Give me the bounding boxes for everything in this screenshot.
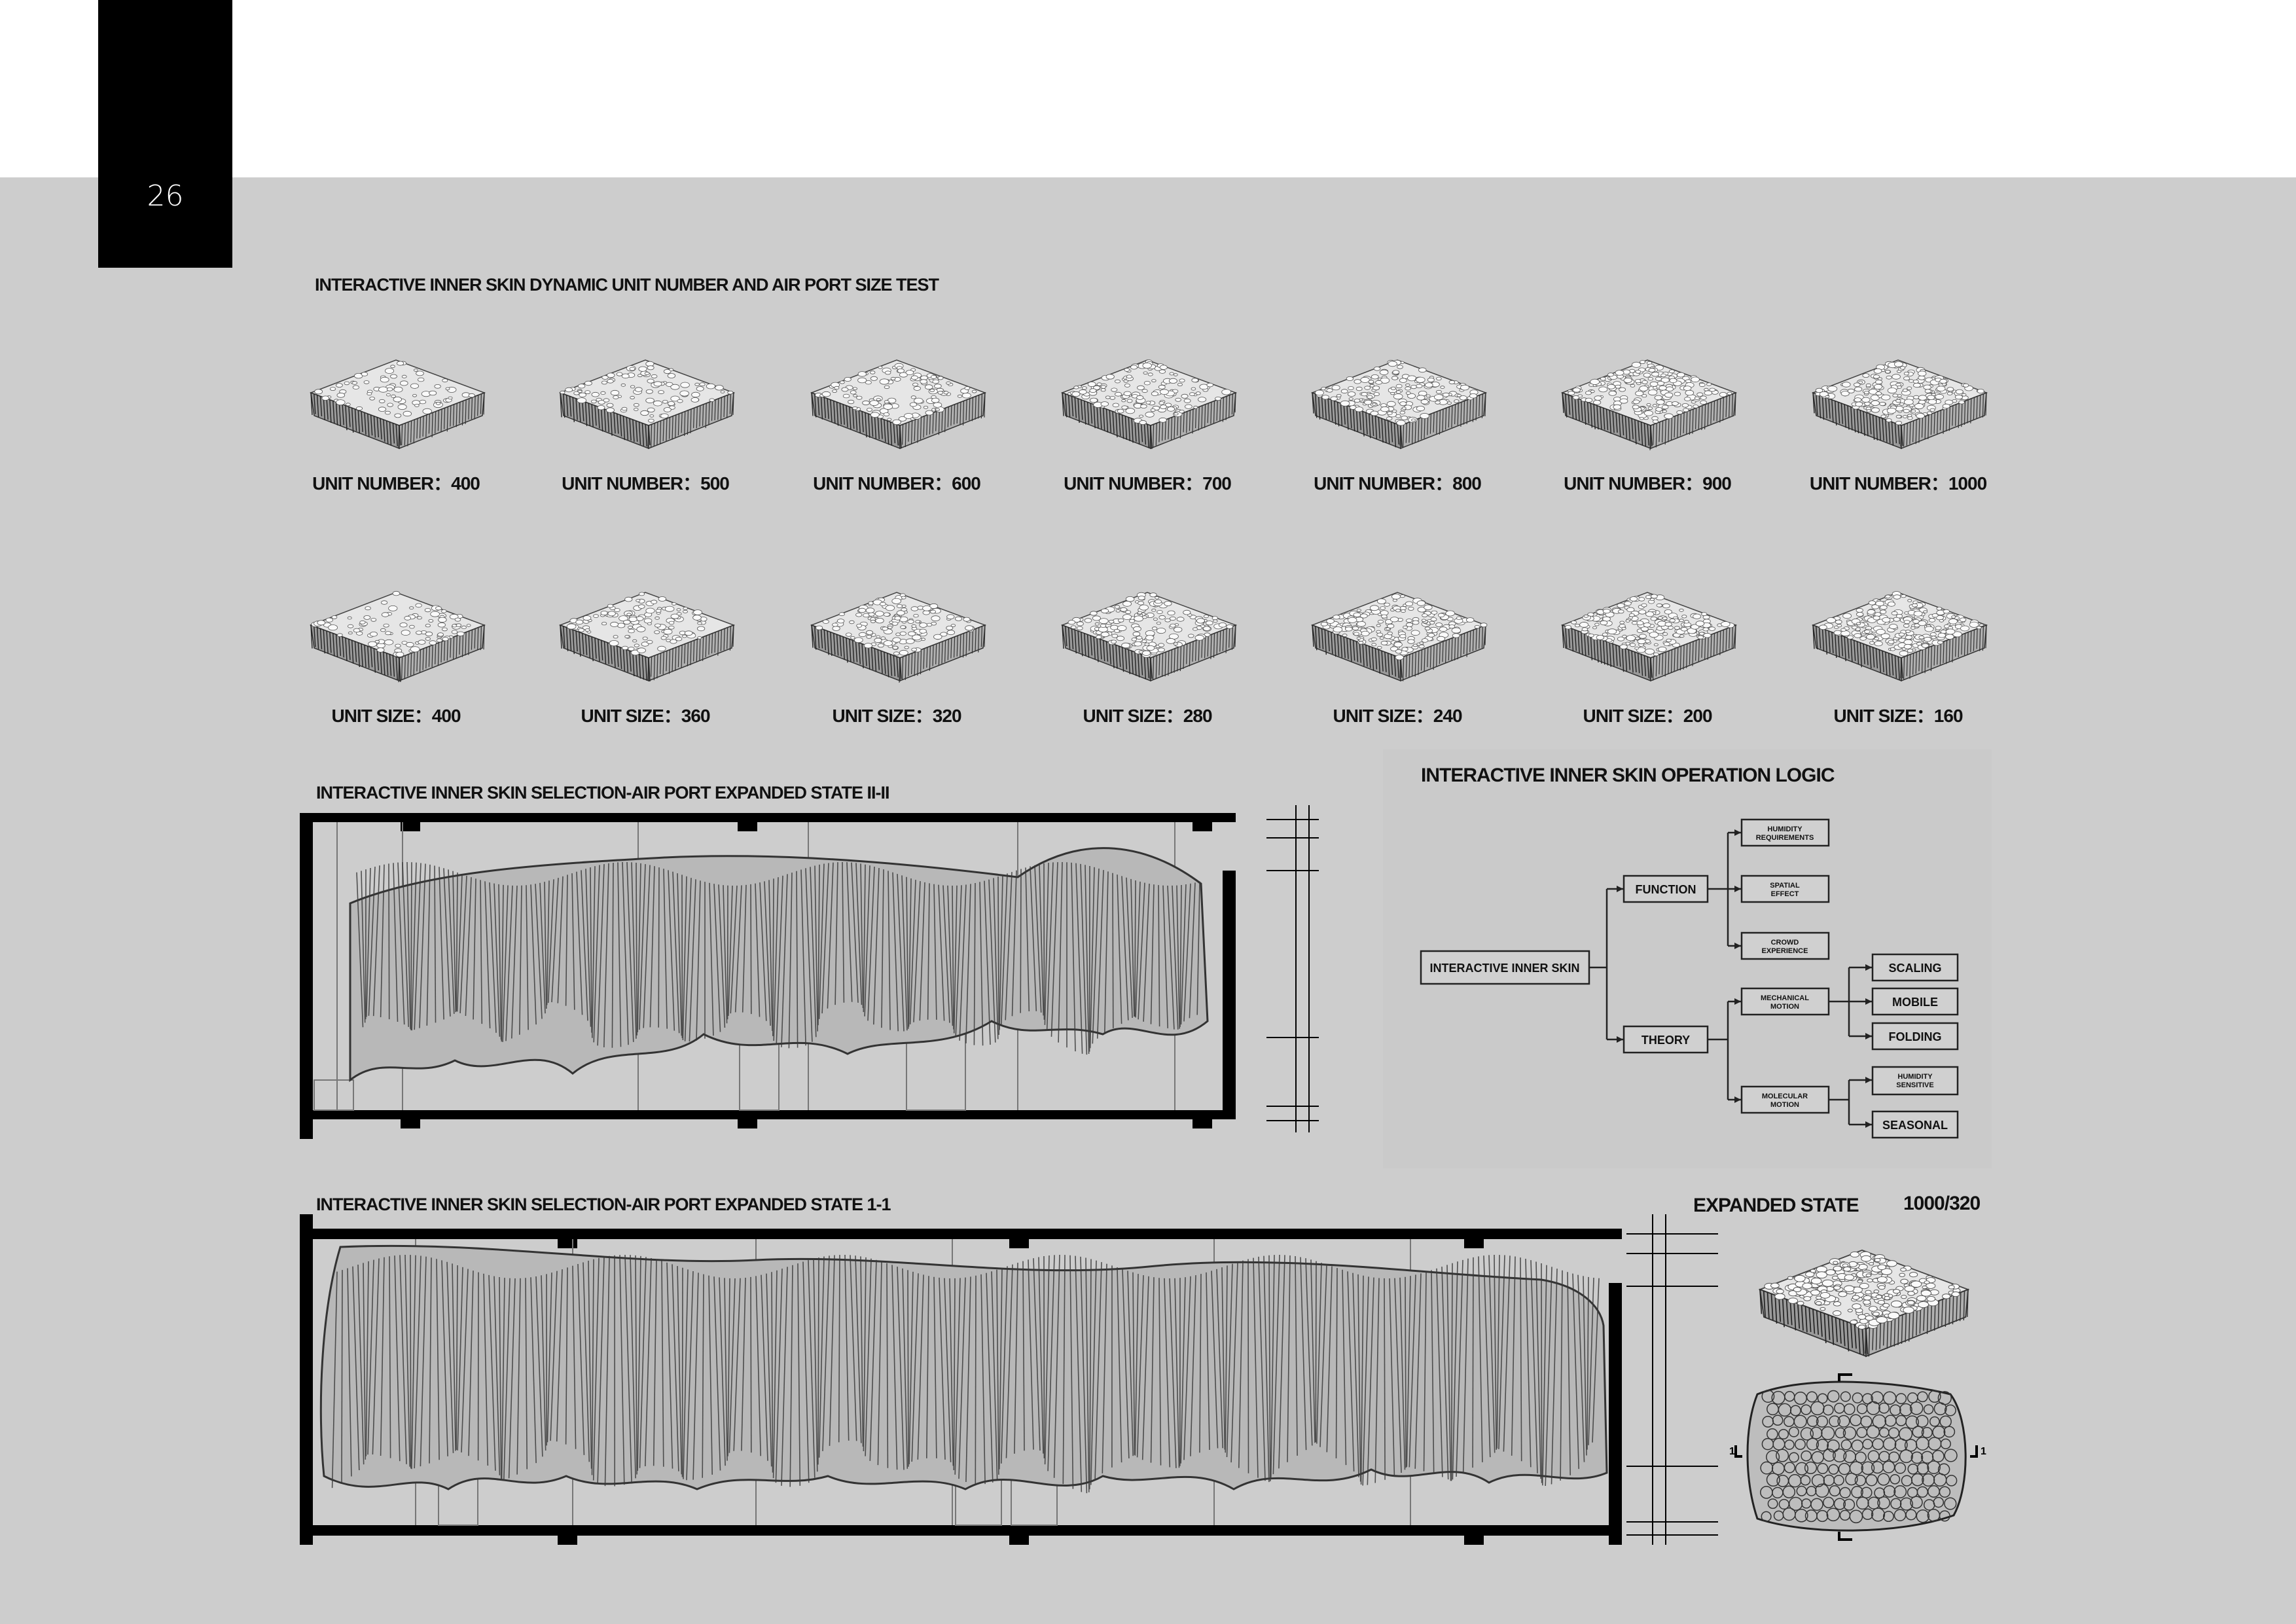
label-scaling: SCALING [1889, 962, 1942, 975]
label-spatial-2: EFFECT [1771, 890, 1799, 898]
label-function: FUNCTION [1636, 883, 1696, 896]
unit-number-caption: UNIT NUMBER：900 [1564, 473, 1732, 494]
unit-number-caption: UNIT NUMBER：500 [562, 473, 730, 494]
label-mechanical-1: MECHANICAL [1761, 994, 1809, 1002]
unit-number-caption: UNIT NUMBER：700 [1064, 473, 1232, 494]
node-root [1420, 950, 1590, 985]
unit-size-caption: UNIT SIZE：200 [1583, 706, 1712, 726]
unit-size-model [1560, 592, 1738, 682]
label-folding: FOLDING [1889, 1030, 1942, 1043]
unit-number-model [1560, 359, 1738, 450]
node-function [1623, 875, 1709, 903]
node-scaling [1871, 953, 1959, 982]
node-mechanical-motion [1740, 987, 1830, 1016]
label-molecular-1: MOLECULAR [1762, 1092, 1808, 1100]
unit-size-model [1060, 592, 1238, 682]
unit-size-caption: UNIT SIZE：360 [581, 706, 710, 726]
section-2-title: INTERACTIVE INNER SKIN SELECTION-AIR POR… [316, 783, 890, 803]
node-mobile [1871, 987, 1959, 1016]
label-seasonal: SEASONAL [1882, 1119, 1948, 1132]
unit-number-model [1310, 359, 1488, 450]
label-root: INTERACTIVE INNER SKIN [1429, 962, 1579, 975]
label-crowd-2: EXPERIENCE [1762, 947, 1808, 955]
section-2-right-wall [1223, 871, 1236, 1119]
node-humidity-requirements [1740, 818, 1830, 847]
section-2-skin-mesh [349, 847, 1209, 1083]
section-1-left-wall [300, 1214, 313, 1545]
unit-size-caption: UNIT SIZE：320 [832, 706, 961, 726]
label-humidity-sens-2: SENSITIVE [1896, 1081, 1933, 1089]
unit-size-caption: UNIT SIZE：160 [1833, 706, 1963, 726]
page-number-tab: 26 [98, 0, 232, 268]
unit-size-model [1811, 591, 1988, 682]
logic-flowchart: INTERACTIVE INNER SKIN FUNCTION THEORY H… [1420, 818, 1959, 1139]
node-theory [1623, 1025, 1709, 1054]
node-spatial-effect [1740, 875, 1830, 903]
section-2-left-wall [300, 813, 313, 1139]
section-1-title: INTERACTIVE INNER SKIN SELECTION-AIR POR… [316, 1195, 891, 1214]
section-1-floor-slab [300, 1525, 1622, 1536]
unit-number-caption: UNIT NUMBER：1000 [1809, 473, 1987, 494]
node-humidity-sensitive [1871, 1066, 1959, 1096]
unit-number-model [1811, 359, 1988, 450]
label-spatial-1: SPATIAL [1770, 882, 1800, 890]
node-folding [1871, 1022, 1959, 1051]
unit-number-caption: UNIT NUMBER：600 [813, 473, 981, 494]
unit-number-caption: UNIT NUMBER：800 [1314, 473, 1482, 494]
unit-size-model [810, 592, 987, 683]
node-seasonal [1871, 1110, 1959, 1139]
unit-size-model [1310, 592, 1488, 682]
section-1-right-wall [1609, 1283, 1622, 1545]
logic-title: INTERACTIVE INNER SKIN OPERATION LOGIC [1421, 765, 1835, 786]
expanded-state-plan: 1 1 [1729, 1373, 1986, 1541]
label-theory: THEORY [1641, 1034, 1690, 1047]
section-1-drawing [300, 1214, 1718, 1545]
unit-size-caption: UNIT SIZE：280 [1083, 706, 1212, 726]
label-crowd-1: CROWD [1771, 939, 1799, 947]
section-1-skin-mesh [319, 1244, 1608, 1494]
unit-number-model [810, 359, 987, 450]
plan-mark-left: 1 [1729, 1446, 1735, 1457]
expanded-state-model [1758, 1250, 1970, 1358]
unit-number-model [1060, 359, 1238, 450]
node-molecular-motion [1740, 1085, 1830, 1114]
unit-number-model [309, 359, 486, 450]
label-humidity-req-1: HUMIDITY [1767, 825, 1803, 833]
label-mobile: MOBILE [1892, 996, 1938, 1009]
label-humidity-req-2: REQUIREMENTS [1756, 834, 1814, 842]
unit-size-caption: UNIT SIZE：400 [331, 706, 461, 726]
section-2-roof-slab [300, 813, 1236, 822]
test-section-title: INTERACTIVE INNER SKIN DYNAMIC UNIT NUMB… [315, 275, 939, 295]
unit-number-model [558, 359, 736, 450]
label-molecular-2: MOTION [1770, 1101, 1799, 1109]
section-1-roof-slab [300, 1229, 1622, 1239]
unit-size-caption: UNIT SIZE：240 [1333, 706, 1462, 726]
label-mechanical-2: MOTION [1770, 1003, 1799, 1011]
unit-size-model [309, 590, 486, 683]
plan-mark-right: 1 [1981, 1446, 1986, 1457]
node-crowd-experience [1740, 931, 1830, 960]
unit-size-model [558, 592, 736, 682]
expanded-ratio: 1000/320 [1903, 1193, 1981, 1214]
label-humidity-sens-1: HUMIDITY [1897, 1073, 1933, 1081]
section-2-floor-slab [300, 1110, 1236, 1119]
unit-number-caption: UNIT NUMBER：400 [312, 473, 480, 494]
page-number: 26 [147, 179, 184, 213]
section-2-drawing [300, 805, 1319, 1139]
expanded-title: EXPANDED STATE [1693, 1195, 1859, 1216]
